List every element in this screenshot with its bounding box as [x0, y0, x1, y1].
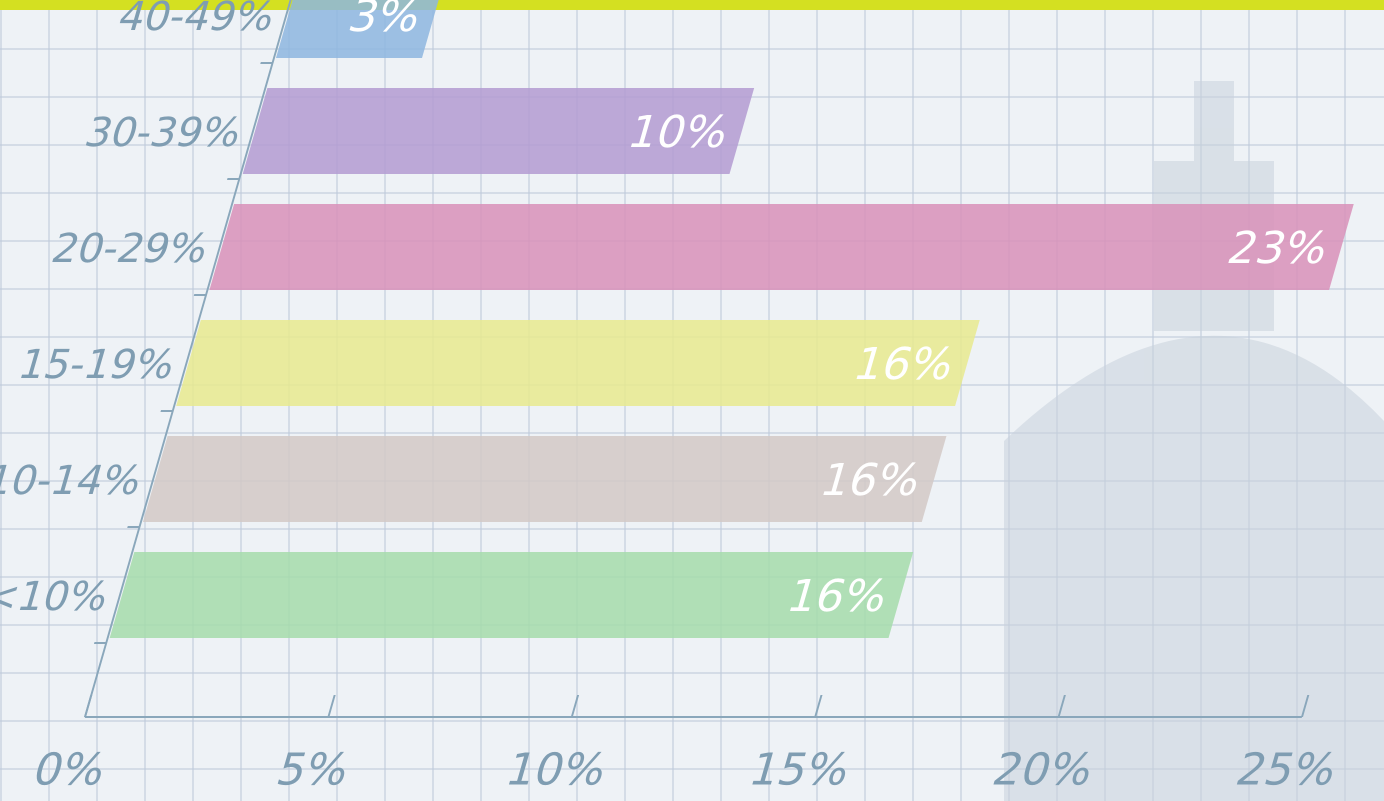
bar-value-label: 10% — [622, 106, 735, 158]
x-tick — [328, 695, 334, 717]
x-tick — [815, 695, 821, 717]
plot: 0%5%10%15%20%25%3%40-49%10%30-39%23%20-2… — [0, 0, 1384, 796]
y-tick-label: <10% — [0, 573, 114, 620]
x-tick — [572, 695, 578, 717]
y-tick-label: 20-29% — [47, 225, 215, 272]
x-tick — [85, 695, 91, 717]
x-tick — [1059, 695, 1065, 717]
x-tick-label: 25% — [1231, 744, 1344, 796]
x-tick-label: 5% — [271, 744, 356, 796]
y-tick-label: 40-49% — [113, 0, 281, 40]
x-tick-label: 0% — [28, 744, 113, 796]
y-tick-label: 30-39% — [80, 109, 248, 156]
x-tick-label: 15% — [744, 744, 857, 796]
bar-value-label: 23% — [1222, 222, 1335, 274]
bar-value-label: 16% — [848, 338, 961, 390]
y-tick-label: 10-14% — [0, 457, 148, 504]
x-tick-label: 10% — [500, 744, 613, 796]
x-tick — [1302, 695, 1308, 717]
x-tick-label: 20% — [987, 744, 1100, 796]
chart: 0%5%10%15%20%25%3%40-49%10%30-39%23%20-2… — [0, 0, 1384, 801]
bar-value-label: 16% — [781, 570, 894, 622]
y-tick-label: 15-19% — [13, 341, 181, 388]
bar-value-label: 16% — [815, 454, 928, 506]
bar — [209, 204, 1353, 290]
